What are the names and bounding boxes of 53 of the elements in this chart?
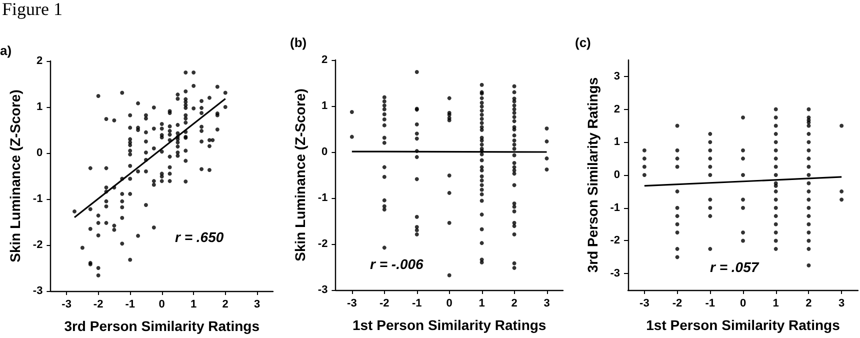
annotation: r = .057 (710, 259, 760, 275)
x-tick-label: 3 (254, 298, 260, 310)
y-tick-label: -2 (318, 238, 328, 250)
x-tick-label: -1 (412, 298, 422, 310)
y-tick-label: 1 (322, 100, 328, 112)
x-tick-label: 3 (838, 298, 845, 310)
x-tick-label: 1 (190, 298, 197, 310)
y-tick-label: -3 (32, 285, 43, 297)
x-tick-label: -3 (347, 298, 357, 310)
y-tick-label: -2 (610, 234, 620, 247)
x-tick-label: 0 (740, 298, 746, 310)
y-axis-title: Skin Luminance (Z-Score) (292, 88, 308, 262)
x-tick-label: -2 (93, 298, 104, 310)
x-tick-label: 0 (446, 298, 452, 310)
caption: Figure 1 (2, 0, 62, 19)
x-axis-title: 1st Person Similarity Ratings (646, 317, 840, 333)
x-tick-label: 0 (158, 298, 165, 310)
x-tick-label: 2 (222, 298, 228, 310)
x-tick-label: 2 (806, 298, 812, 310)
y-tick-label: -3 (318, 284, 328, 296)
x-axis-title: 1st Person Similarity Ratings (352, 317, 546, 333)
x-tick-label: -2 (672, 298, 682, 310)
annotation: r = -.006 (370, 256, 424, 272)
chart-title: (b) (290, 35, 307, 50)
x-tick-label: -2 (380, 298, 390, 310)
y-tick-label: -1 (610, 202, 620, 214)
y-tick-label: 0 (614, 169, 620, 181)
y-tick-label: 1 (614, 136, 620, 148)
x-tick-label: -3 (640, 298, 650, 310)
x-tick-label: 1 (478, 298, 485, 310)
y-tick-label: 3 (614, 70, 620, 82)
x-tick-label: -1 (125, 298, 135, 310)
y-tick-label: -3 (610, 268, 620, 280)
y-tick-label: 0 (36, 147, 43, 159)
x-tick-label: 1 (772, 298, 779, 310)
y-tick-label: 2 (36, 55, 43, 67)
y-axis-title: Skin Luminance (Z-Score) (7, 90, 23, 262)
x-tick-label: 3 (544, 298, 550, 310)
chart-title: a) (0, 43, 12, 58)
y-tick-label: -2 (32, 239, 43, 251)
x-tick-label: -1 (705, 298, 716, 310)
y-tick-label: -1 (318, 192, 328, 204)
y-tick-label: 1 (36, 101, 43, 113)
x-axis-title: 3rd Person Similarity Ratings (64, 318, 260, 334)
chart-title: (c) (575, 35, 591, 50)
annotation: r = .650 (175, 229, 224, 245)
y-axis-title: 3rd Person Similarity Ratings (584, 77, 600, 273)
x-tick-label: -3 (62, 298, 72, 310)
x-tick-label: 2 (511, 298, 518, 310)
y-tick-label: 2 (614, 103, 620, 116)
y-tick-label: 2 (322, 54, 328, 66)
y-tick-label: 0 (322, 146, 328, 158)
y-tick-label: -1 (32, 193, 43, 205)
